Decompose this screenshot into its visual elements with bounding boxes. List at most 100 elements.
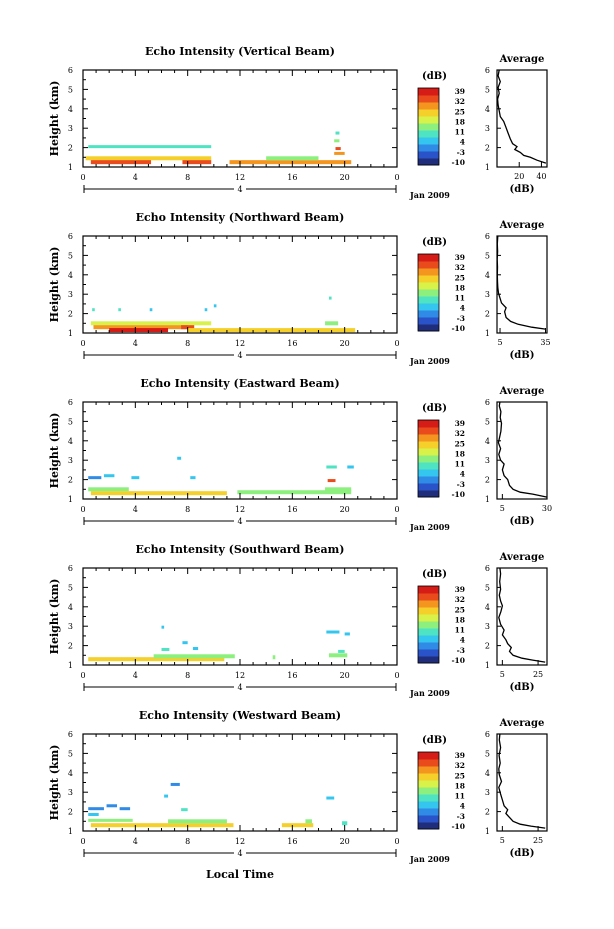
colorbar-swatch (418, 317, 439, 325)
y-tick-label: 2 (68, 642, 73, 651)
colorbar-unit: (dB) (422, 71, 447, 82)
colorbar-tick-label: -3 (457, 148, 465, 157)
avg-y-tick-label: 3 (485, 290, 490, 299)
avg-y-tick-label: 1 (485, 661, 490, 670)
echo-segment (88, 818, 133, 822)
avg-y-tick-label: 5 (485, 251, 490, 260)
y-tick-label: 6 (68, 66, 73, 75)
colorbar-unit: (dB) (422, 237, 447, 248)
avg-y-tick-label: 2 (485, 144, 490, 153)
avg-y-tick-label: 3 (485, 622, 490, 631)
colorbar-swatch (418, 296, 439, 304)
x-tick-label: 12 (235, 837, 245, 846)
echo-segment (153, 654, 235, 659)
avg-profile-line (496, 235, 546, 330)
colorbar-tick-label: 25 (455, 771, 465, 780)
x-tick-label: 12 (235, 339, 245, 348)
x-tick-label: 4 (133, 339, 138, 348)
colorbar-tick-label: -10 (451, 656, 465, 665)
plot-frame (82, 401, 398, 500)
echo-segment (161, 647, 170, 651)
colorbar-tick-label: 18 (455, 283, 465, 292)
echo-segment (326, 796, 335, 800)
echo-segment (106, 804, 118, 808)
colorbar-swatch (418, 794, 439, 802)
colorbar-swatch (418, 137, 439, 145)
colorbar-swatch (418, 268, 439, 276)
y-tick-label: 1 (68, 661, 73, 670)
echo-segment (90, 491, 227, 496)
echo-segment (88, 813, 99, 817)
colorbar-tick-label: 4 (460, 304, 465, 313)
y-tick-label: 1 (68, 163, 73, 172)
date-label: Jan 2009 (409, 688, 450, 698)
y-tick-label: 1 (68, 495, 73, 504)
colorbar-tick-label: 18 (455, 117, 465, 126)
avg-y-tick-label: 2 (485, 476, 490, 485)
echo-segment (92, 308, 95, 312)
colorbar-unit: (dB) (422, 403, 447, 414)
date-label: Jan 2009 (409, 854, 450, 864)
echo-segment (103, 474, 115, 478)
x-tick-label: 0 (80, 173, 85, 182)
x-tick-label: 0 (394, 339, 399, 348)
y-tick-label: 3 (68, 290, 73, 299)
y-tick-label: 6 (68, 730, 73, 739)
avg-y-tick-label: 5 (485, 85, 490, 94)
colorbar-tick-label: -10 (451, 324, 465, 333)
colorbar-swatch (418, 490, 439, 498)
y-tick-label: 3 (68, 456, 73, 465)
avg-x-tick-label: 25 (533, 836, 543, 845)
colorbar-swatch (418, 427, 439, 435)
colorbar-swatch (418, 593, 439, 601)
colorbar-swatch (418, 635, 439, 643)
colorbar-tick-label: -10 (451, 158, 465, 167)
echo-segment (109, 328, 169, 333)
colorbar-swatch (418, 614, 439, 622)
y-tick-label: 5 (68, 583, 73, 592)
avg-x-tick-label: 35 (540, 338, 550, 347)
y-tick-label: 4 (68, 603, 73, 612)
echo-segment (119, 807, 131, 811)
y-tick-label: 6 (68, 232, 73, 241)
colorbar-swatch (418, 780, 439, 788)
echo-segment (328, 653, 348, 658)
day-label-bg (234, 349, 246, 359)
avg-y-tick-label: 3 (485, 788, 490, 797)
echo-segment (347, 465, 354, 469)
x-tick-label: 20 (340, 505, 350, 514)
colorbar-unit: (dB) (422, 569, 447, 580)
avg-frame (496, 733, 548, 832)
y-tick-label: 4 (68, 271, 73, 280)
panel-title: Echo Intensity (Eastward Beam) (140, 377, 339, 390)
colorbar-swatch (418, 455, 439, 463)
avg-y-tick-label: 2 (485, 310, 490, 319)
echo-segment (213, 304, 217, 308)
x-tick-label: 0 (80, 339, 85, 348)
echo-segment (326, 630, 340, 634)
avg-y-tick-label: 6 (485, 66, 490, 75)
colorbar-swatch (418, 158, 439, 166)
y-tick-label: 4 (68, 105, 73, 114)
avg-y-tick-label: 1 (485, 827, 490, 836)
colorbar-tick-label: 39 (455, 751, 465, 760)
echo-segment (272, 655, 276, 660)
panel-3: Echo Intensity (Eastward Beam)123456Heig… (48, 377, 552, 532)
echo-segment (305, 819, 312, 824)
colorbar-tick-label: 11 (455, 294, 465, 303)
x-tick-label: 16 (287, 173, 297, 182)
y-axis-label: Height (km) (48, 247, 61, 323)
y-tick-label: 4 (68, 769, 73, 778)
colorbar-tick-label: 18 (455, 449, 465, 458)
colorbar-tick-label: 11 (455, 792, 465, 801)
y-tick-label: 2 (68, 476, 73, 485)
echo-segment (328, 296, 332, 300)
avg-x-tick-label: 20 (514, 172, 524, 181)
panel-title: Echo Intensity (Southward Beam) (136, 543, 345, 556)
avg-x-label: (dB) (510, 848, 535, 859)
x-tick-label: 20 (340, 173, 350, 182)
x-tick-label: 0 (80, 671, 85, 680)
avg-y-tick-label: 2 (485, 808, 490, 817)
x-tick-label: 20 (340, 339, 350, 348)
echo-segment (334, 151, 345, 155)
